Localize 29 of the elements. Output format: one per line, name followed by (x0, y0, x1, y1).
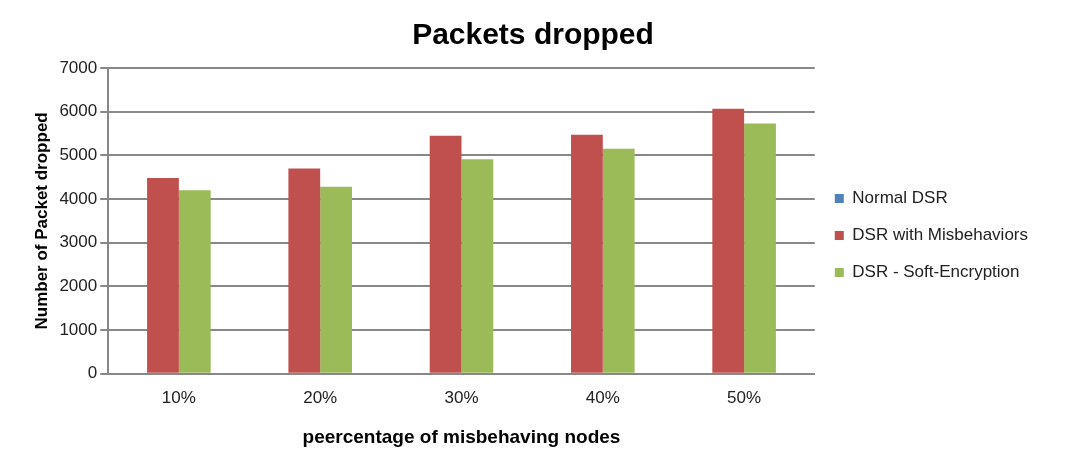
x-tick-label: 50% (727, 387, 762, 407)
bar (320, 186, 352, 373)
x-tick-label: 40% (585, 387, 620, 407)
y-tick-label: 4000 (59, 188, 98, 208)
bar (712, 108, 745, 373)
y-tick-label: 6000 (59, 101, 98, 121)
y-tick-label: 1000 (59, 319, 98, 339)
y-axis-title: Number of Packet dropped (31, 112, 51, 330)
bar (602, 148, 635, 373)
bar (461, 159, 494, 373)
x-axis-title: peercentage of misbehaving nodes (302, 425, 621, 447)
y-tick-label: 5000 (59, 145, 98, 165)
bar (571, 134, 603, 373)
bar (288, 168, 321, 373)
y-tick-label: 0 (87, 363, 98, 383)
legend-label: Normal DSR (852, 188, 948, 208)
y-tick-label: 7000 (59, 57, 98, 77)
y-tick-label: 3000 (59, 232, 98, 252)
y-tick-label: 2000 (59, 276, 98, 296)
x-tick-label: 20% (303, 387, 338, 407)
x-tick-label: 30% (444, 387, 479, 407)
chart-title: Packets dropped (412, 17, 654, 51)
bar (147, 178, 179, 373)
legend-label: DSR with Misbehaviors (852, 225, 1029, 245)
legend-label: DSR - Soft-Encryption (852, 262, 1020, 282)
x-tick-label: 10% (161, 387, 196, 407)
bar (178, 190, 211, 373)
bar (429, 135, 462, 373)
bar (744, 123, 776, 373)
